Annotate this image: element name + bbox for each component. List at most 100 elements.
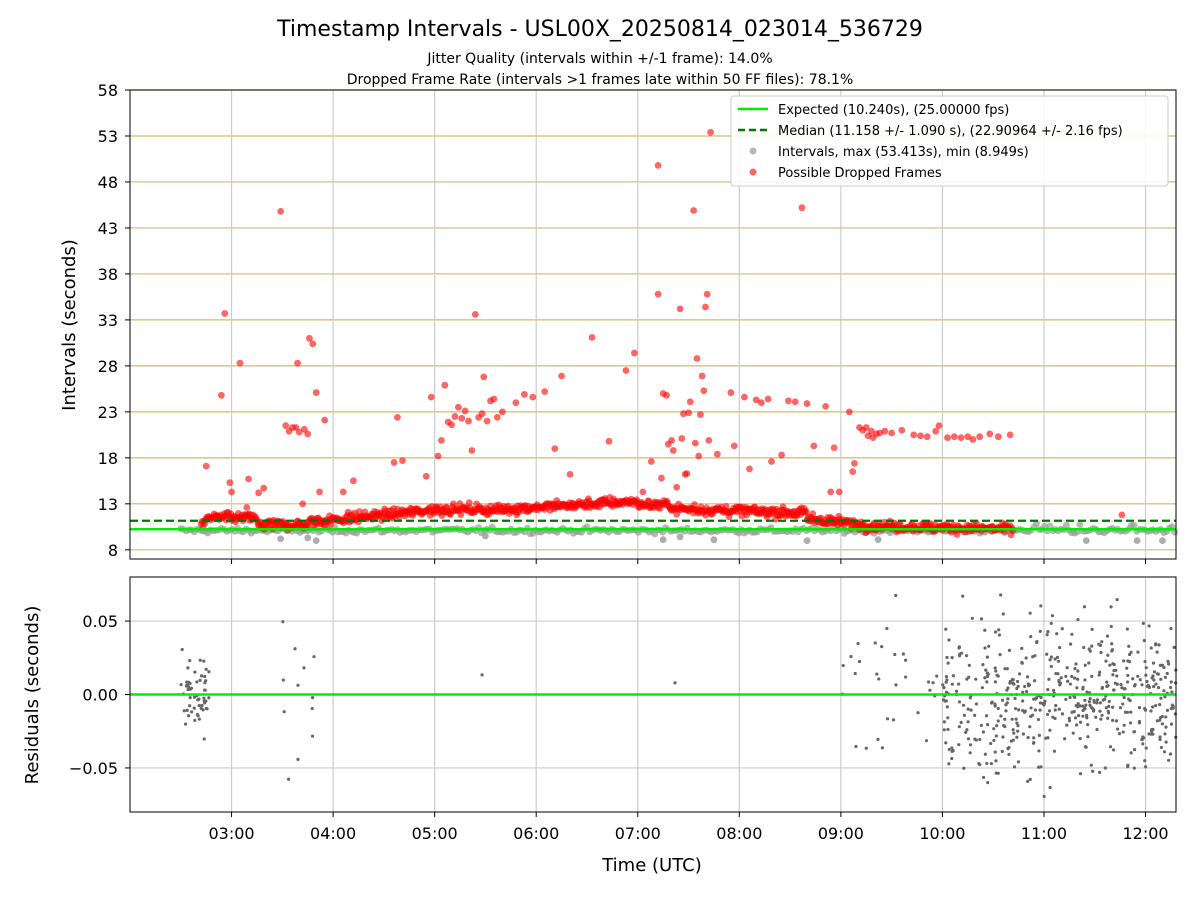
dropped-frame-point [260, 484, 268, 492]
legend: Expected (10.240s), (25.00000 fps) Media… [730, 95, 1169, 187]
residual-point [894, 683, 898, 687]
residual-point [1158, 735, 1162, 739]
residual-point [202, 696, 206, 700]
residual-point [985, 761, 989, 766]
residual-point [1098, 670, 1102, 674]
dropped-frame-point [551, 445, 559, 453]
residual-point [856, 641, 860, 646]
residual-point [1137, 706, 1142, 710]
residual-point [1053, 657, 1057, 661]
residual-point [1056, 659, 1061, 663]
residual-point [993, 666, 997, 670]
dropped-frame-point [703, 290, 711, 298]
dropped-frame-point [255, 489, 263, 497]
residual-point [1091, 769, 1095, 773]
residual-point [1094, 715, 1098, 719]
dropped-frame-point [520, 390, 528, 398]
dropped-frame-point [454, 403, 462, 411]
dropped-frame-point [791, 398, 799, 406]
residual-point [1111, 705, 1115, 709]
dropped-frame-point [986, 430, 994, 438]
residual-point [1058, 683, 1062, 687]
residual-point [1141, 742, 1145, 746]
interval-point [676, 533, 684, 541]
residual-point [1067, 719, 1072, 723]
interval-point [304, 534, 312, 542]
residual-point [1092, 700, 1096, 704]
residual-point [979, 723, 983, 727]
residual-point [1081, 685, 1085, 689]
residual-point [1155, 719, 1159, 723]
residual-point [200, 703, 204, 708]
dropped-frame-point [529, 393, 537, 401]
residual-point [1111, 748, 1116, 752]
residual-point [190, 710, 194, 714]
residual-point [1162, 665, 1166, 670]
residual-point [1111, 718, 1115, 722]
x-tick-label: 08:00 [716, 824, 762, 843]
residual-point [950, 746, 954, 750]
residual-point [1060, 712, 1065, 716]
residual-point [880, 746, 884, 750]
bottom-y-tick-label: 0.05 [82, 612, 118, 631]
residual-point [1122, 723, 1126, 727]
residual-point [1053, 708, 1057, 712]
x-tick-label: 03:00 [208, 824, 254, 843]
residual-point [1087, 700, 1091, 704]
residual-point [1128, 699, 1132, 703]
residual-point [202, 737, 206, 741]
residual-point [1110, 649, 1114, 653]
residual-point [1009, 739, 1013, 743]
residual-point [974, 702, 979, 706]
residual-point [1086, 735, 1090, 739]
residual-point [1026, 779, 1030, 784]
residual-point [281, 620, 285, 624]
residual-point [1106, 716, 1110, 720]
residual-point [1075, 686, 1079, 690]
residual-point [1014, 717, 1018, 721]
residual-point [997, 633, 1002, 637]
residual-point [1169, 680, 1173, 684]
dropped-frame-point [680, 410, 687, 418]
residual-point [1087, 661, 1091, 665]
residual-point [959, 720, 963, 725]
residual-point [179, 683, 183, 687]
residual-point [1065, 666, 1069, 670]
residual-point [1152, 678, 1156, 682]
dropped-frame-point [976, 433, 984, 441]
residual-point [1071, 731, 1075, 735]
residual-point [986, 672, 990, 676]
dropped-frame-point [458, 414, 466, 422]
residual-point [994, 669, 998, 673]
dropped-frame-point [493, 413, 501, 421]
residual-point [1132, 684, 1137, 688]
residual-point [1029, 706, 1033, 710]
residual-point [1057, 707, 1061, 711]
residual-point [1169, 722, 1174, 726]
residual-point [310, 696, 315, 700]
dropped-frame-point [785, 397, 792, 405]
residual-point [1098, 709, 1102, 713]
residual-point [1015, 721, 1019, 725]
residual-point [973, 737, 977, 741]
residual-point [188, 704, 192, 708]
residual-point [996, 719, 1000, 723]
residual-point [1054, 703, 1058, 708]
residual-point [970, 616, 974, 620]
residual-point [1144, 765, 1148, 769]
residual-point [1081, 714, 1085, 718]
residual-point [1078, 720, 1083, 724]
dropped-frame-point [202, 462, 210, 470]
residual-point [1073, 716, 1078, 720]
residual-point [1066, 679, 1070, 683]
residual-point [204, 667, 208, 671]
residual-point [1045, 652, 1049, 656]
residual-point [984, 668, 988, 672]
residual-point [980, 686, 984, 690]
interval-point [1133, 537, 1141, 545]
residual-point [1126, 659, 1130, 663]
residual-point [310, 706, 314, 711]
residual-point [1151, 661, 1156, 665]
bottom-y-tick-label: 0.00 [82, 686, 118, 705]
residual-point [1106, 711, 1111, 715]
